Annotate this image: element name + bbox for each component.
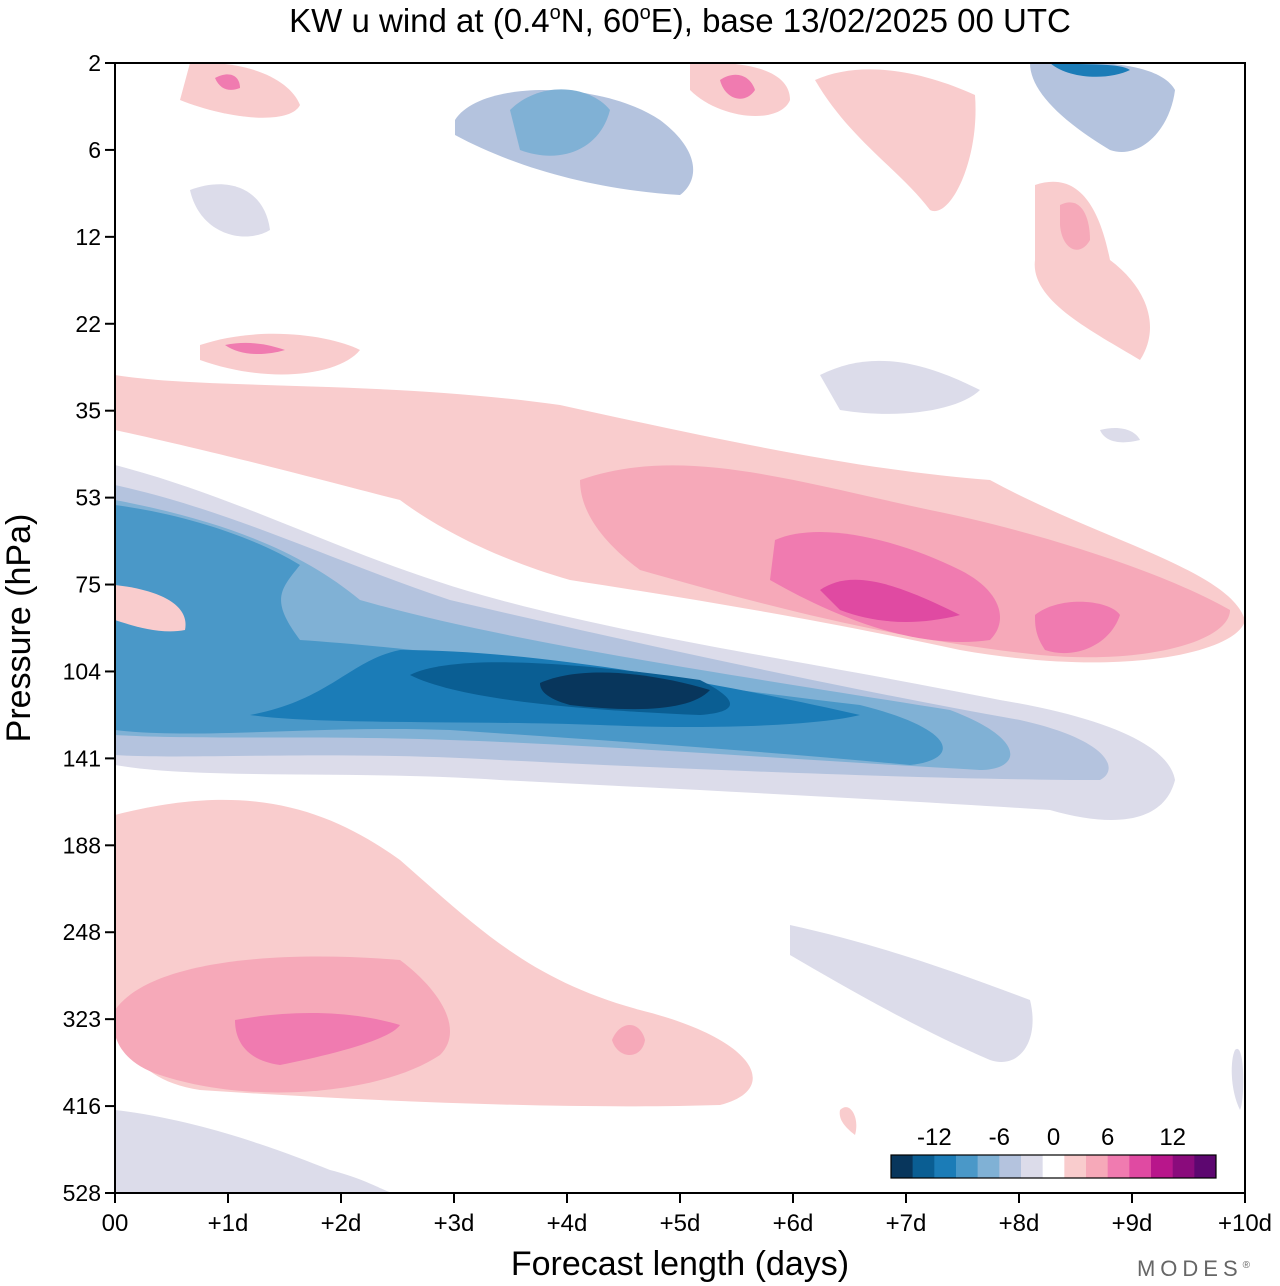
contour-pink-strat-5 (1035, 601, 1120, 654)
y-tick-label: 35 (75, 398, 101, 424)
y-tick-label: 75 (75, 572, 101, 598)
contour-blue-small-7 (1231, 1048, 1244, 1110)
colorbar-labels: -12 -6 0 6 12 (917, 1124, 1186, 1151)
contour-pink-small-1 (839, 1107, 857, 1135)
x-ticks: 00 +1d +2d +3d +4d +5d +6d +7d +8d +9d +10d (102, 1193, 1272, 1237)
chart-title: KW u wind at (0.4oN, 60oE), base 13/02/2… (289, 2, 1071, 39)
brand-logo: MODES® (1137, 1256, 1251, 1281)
colorbar-swatch (912, 1155, 935, 1178)
y-tick-label: 53 (75, 485, 101, 511)
contour-blue-qbo-7 (540, 672, 710, 710)
colorbar-swatch (1129, 1155, 1152, 1178)
colorbar-label: 6 (1101, 1124, 1114, 1151)
contour-pink-layer-2 (225, 342, 285, 355)
y-tick-label: 6 (88, 137, 101, 163)
y-tick-label: 528 (63, 1180, 101, 1206)
colorbar-swatch (1151, 1155, 1173, 1178)
colorbar-label: 0 (1047, 1124, 1060, 1151)
contour-pink-upper-4 (720, 74, 755, 99)
colorbar-swatch (1194, 1155, 1217, 1178)
colorbar-label: -12 (917, 1124, 952, 1151)
x-tick-label: 00 (102, 1210, 129, 1237)
colorbar-swatch (891, 1155, 913, 1178)
y-axis-label: Pressure (hPa) (0, 514, 38, 743)
contour-pink-upper-6 (1034, 181, 1150, 360)
colorbar-swatch (1064, 1155, 1087, 1178)
contour-blue-upper-right-2 (1050, 63, 1130, 77)
colorbar-swatch (999, 1155, 1022, 1178)
y-tick-label: 2 (88, 50, 101, 76)
x-tick-label: +4d (547, 1210, 588, 1237)
x-tick-label: +3d (434, 1210, 475, 1237)
contour-pink-layer (200, 333, 360, 375)
y-tick-label: 188 (63, 832, 101, 858)
x-tick-label: +2d (321, 1210, 362, 1237)
x-tick-label: +1d (208, 1210, 249, 1237)
colorbar-swatch (1086, 1155, 1108, 1178)
contour-blue-small-6 (790, 925, 1033, 1062)
contour-blue-small-2 (820, 360, 980, 414)
y-tick-label: 12 (75, 224, 101, 250)
contour-pink-upper-5 (815, 69, 976, 212)
y-tick-label: 141 (63, 745, 101, 771)
y-ticks: 2 6 12 22 35 53 75 104 141 188 248 323 416 528 (63, 50, 115, 1206)
x-tick-label: +10d (1218, 1210, 1272, 1237)
x-tick-label: +8d (999, 1210, 1040, 1237)
contour-pink-strat-4 (820, 579, 960, 622)
x-tick-label: +6d (773, 1210, 814, 1237)
contour-blue-strat-top-2 (510, 89, 610, 156)
colorbar-frame (890, 1154, 1217, 1179)
plot-area (115, 63, 1245, 1193)
x-axis-label: Forecast length (days) (511, 1245, 849, 1283)
x-tick-label: +7d (886, 1210, 927, 1237)
x-tick-label: +9d (1112, 1210, 1153, 1237)
contour-pink-lower-3 (235, 1013, 400, 1065)
contour-pink-small-2 (115, 585, 186, 632)
y-tick-label: 416 (63, 1093, 101, 1119)
colorbar-swatch (956, 1155, 978, 1178)
contour-pink-lower-4 (612, 1025, 645, 1055)
contour-blue-upper-right (1030, 63, 1175, 152)
contour-pink-upper-2 (215, 74, 240, 90)
y-tick-label: 323 (63, 1006, 101, 1032)
colorbar-swatch (1107, 1155, 1130, 1178)
x-tick-label: +5d (660, 1210, 701, 1237)
colorbar-swatch (934, 1155, 957, 1178)
colorbar-swatch (1021, 1155, 1043, 1178)
contour-blue-small-3 (1100, 428, 1140, 443)
contour-pink-upper (180, 63, 300, 118)
contour-pink-upper-7 (1060, 202, 1090, 250)
y-tick-label: 22 (75, 311, 101, 337)
colorbar-label: 12 (1159, 1124, 1186, 1151)
colorbar-label: -6 (989, 1124, 1010, 1151)
contour-blue-small-1 (190, 184, 270, 237)
colorbar-swatch (1172, 1155, 1195, 1178)
colorbar (890, 1154, 1217, 1179)
contour-blue-small-5 (115, 1110, 395, 1193)
y-tick-label: 104 (63, 658, 102, 684)
colorbar-swatch (1042, 1155, 1065, 1178)
y-tick-label: 248 (63, 919, 101, 945)
colorbar-swatch (977, 1155, 1000, 1178)
